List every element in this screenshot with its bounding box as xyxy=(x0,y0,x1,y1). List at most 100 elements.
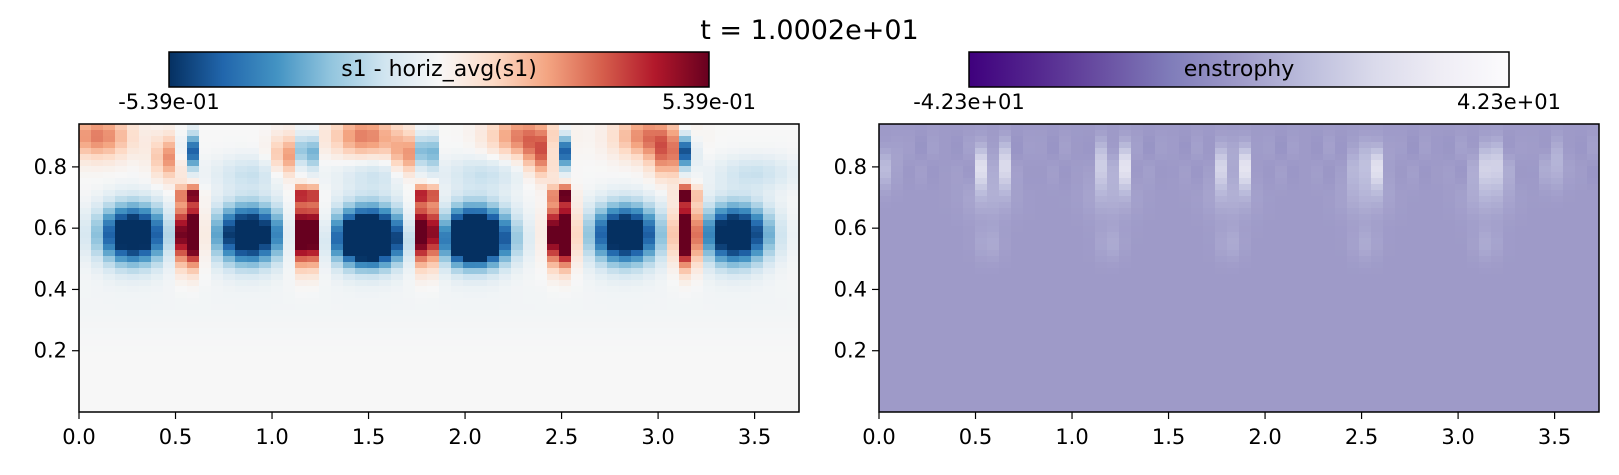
s1-cell xyxy=(583,202,596,209)
enstrophy-cell xyxy=(1503,262,1516,269)
enstrophy-cell xyxy=(1131,130,1144,137)
s1-cell xyxy=(235,232,248,239)
s1-cell xyxy=(571,334,584,341)
s1-cell xyxy=(547,232,560,239)
enstrophy-cell xyxy=(1299,220,1312,227)
enstrophy-cell xyxy=(999,244,1012,251)
enstrophy-cell xyxy=(1263,196,1276,203)
enstrophy-cell xyxy=(999,286,1012,293)
s1-cell xyxy=(511,124,524,131)
s1-cell xyxy=(391,214,404,221)
enstrophy-cell xyxy=(939,190,952,197)
enstrophy-cell xyxy=(1083,148,1096,155)
s1-cell xyxy=(583,328,596,335)
s1-cell xyxy=(367,196,380,203)
s1-cell xyxy=(175,322,188,329)
s1-cell xyxy=(739,358,752,365)
s1-cell xyxy=(775,202,788,209)
s1-cell xyxy=(187,142,200,149)
s1-cell xyxy=(499,298,512,305)
s1-cell xyxy=(655,364,668,371)
s1-cell xyxy=(271,394,284,401)
enstrophy-cell xyxy=(1443,322,1456,329)
enstrophy-cell xyxy=(1311,220,1324,227)
enstrophy-cell xyxy=(1443,130,1456,137)
enstrophy-cell xyxy=(1155,238,1168,245)
enstrophy-cell xyxy=(1587,226,1599,233)
s1-cell xyxy=(343,208,356,215)
enstrophy-cell xyxy=(975,142,988,149)
s1-cell xyxy=(151,316,164,323)
s1-cell xyxy=(175,352,188,359)
s1-cell xyxy=(427,316,440,323)
s1-cell xyxy=(211,304,224,311)
enstrophy-cell xyxy=(1479,130,1492,137)
enstrophy-cell xyxy=(927,232,940,239)
s1-cell xyxy=(175,148,188,155)
enstrophy-cell xyxy=(1131,208,1144,215)
enstrophy-cell xyxy=(879,208,892,215)
s1-cell xyxy=(235,184,248,191)
s1-cell xyxy=(271,214,284,221)
enstrophy-cell xyxy=(1239,208,1252,215)
s1-cell xyxy=(331,328,344,335)
s1-cell xyxy=(547,322,560,329)
s1-cell xyxy=(403,232,416,239)
enstrophy-cell xyxy=(1143,196,1156,203)
s1-cell xyxy=(271,376,284,383)
s1-cell xyxy=(691,274,704,281)
s1-cell xyxy=(535,382,548,389)
enstrophy-cell xyxy=(1359,220,1372,227)
s1-cell xyxy=(403,220,416,227)
s1-cell xyxy=(343,346,356,353)
enstrophy-cell xyxy=(891,304,904,311)
enstrophy-cell xyxy=(1215,208,1228,215)
colorbar-s1: s1 - horiz_avg(s1) -5.39e-01 5.39e-01 xyxy=(118,51,756,114)
s1-cell xyxy=(727,346,740,353)
enstrophy-cell xyxy=(1443,196,1456,203)
s1-cell xyxy=(379,352,392,359)
s1-cell xyxy=(175,130,188,137)
s1-cell xyxy=(631,268,644,275)
enstrophy-cell xyxy=(1167,148,1180,155)
s1-cell xyxy=(175,172,188,179)
enstrophy-cell xyxy=(879,178,892,185)
enstrophy-cell xyxy=(987,142,1000,149)
s1-cell xyxy=(307,370,320,377)
s1-cell xyxy=(259,214,272,221)
enstrophy-cell xyxy=(975,178,988,185)
s1-cell xyxy=(451,274,464,281)
s1-cell xyxy=(343,124,356,131)
enstrophy-cell xyxy=(1455,124,1468,131)
s1-cell xyxy=(739,214,752,221)
enstrophy-cell xyxy=(1179,178,1192,185)
s1-cell xyxy=(379,376,392,383)
s1-cell xyxy=(439,160,452,167)
enstrophy-cell xyxy=(1071,124,1084,131)
enstrophy-cell xyxy=(1419,130,1432,137)
enstrophy-cell xyxy=(1155,214,1168,221)
s1-cell xyxy=(631,322,644,329)
s1-cell xyxy=(223,202,236,209)
s1-cell xyxy=(115,364,128,371)
s1-cell xyxy=(91,184,104,191)
enstrophy-cell xyxy=(1239,184,1252,191)
enstrophy-cell xyxy=(915,328,928,335)
enstrophy-cell xyxy=(1503,148,1516,155)
s1-cell xyxy=(343,388,356,395)
s1-cell xyxy=(391,322,404,329)
enstrophy-cell xyxy=(1167,196,1180,203)
s1-cell xyxy=(79,298,92,305)
s1-cell xyxy=(403,178,416,185)
s1-cell xyxy=(115,358,128,365)
s1-cell xyxy=(223,262,236,269)
s1-cell xyxy=(139,298,152,305)
s1-cell xyxy=(727,154,740,161)
enstrophy-cell xyxy=(1191,256,1204,263)
s1-cell xyxy=(631,388,644,395)
enstrophy-cell xyxy=(1035,220,1048,227)
s1-cell xyxy=(691,232,704,239)
enstrophy-cell xyxy=(951,172,964,179)
s1-cell xyxy=(331,226,344,233)
enstrophy-cell xyxy=(927,160,940,167)
